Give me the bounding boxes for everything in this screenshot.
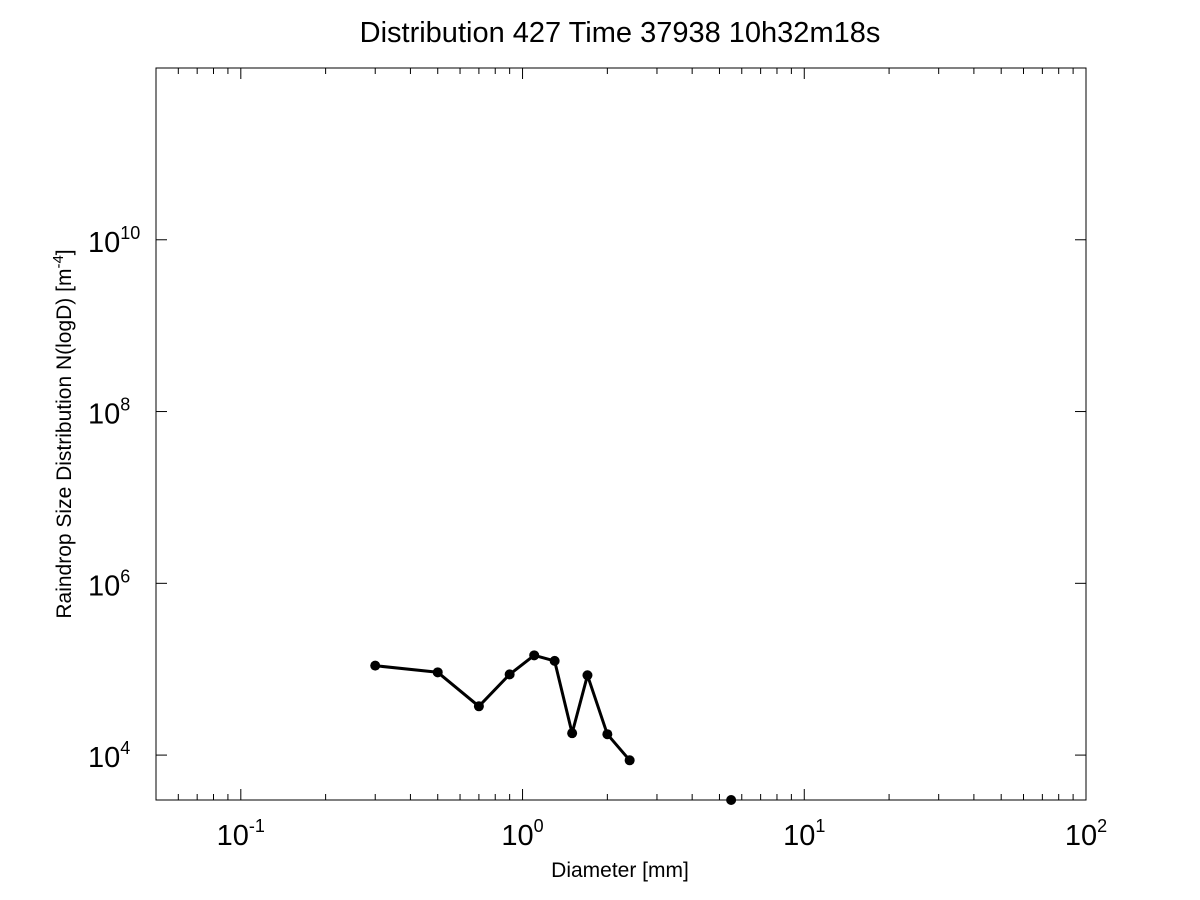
y-tick-label: 106	[88, 566, 130, 602]
data-point	[726, 795, 737, 805]
data-point	[504, 669, 515, 680]
chart-title: Distribution 427 Time 37938 10h32m18s	[360, 17, 881, 49]
data-point	[567, 728, 578, 739]
x-tick-label: 101	[783, 816, 825, 852]
data-point	[529, 650, 540, 661]
y-tick-label: 1010	[88, 223, 140, 259]
series-line-0	[375, 653, 631, 762]
axis-ticks	[155, 68, 1087, 800]
y-axis-label-text: Raindrop Size Distribution N(logD) [m	[53, 269, 76, 619]
x-tick-label: 10-1	[217, 816, 265, 852]
data-point	[624, 755, 635, 766]
data-point	[582, 670, 593, 681]
x-tick-label: 100	[501, 816, 543, 852]
data-point	[549, 655, 560, 666]
y-axis-label-suffix: ]	[53, 249, 76, 255]
y-tick-label: 108	[88, 395, 130, 431]
x-tick-label: 102	[1065, 816, 1107, 852]
y-tick-labels: 104 106 108 1010	[88, 223, 140, 774]
data-point	[473, 701, 484, 712]
series	[370, 650, 737, 805]
x-tick-labels: 10-1 100 101 102	[217, 816, 1107, 852]
y-axis-label: Raindrop Size Distribution N(logD) [m-4]	[50, 249, 77, 618]
data-point	[432, 667, 443, 678]
y-tick-label: 104	[88, 738, 130, 774]
y-axis-label-sup: -4	[50, 255, 67, 268]
data-point	[602, 729, 613, 740]
data-point	[370, 660, 381, 671]
plot-area	[155, 67, 1087, 801]
x-axis-label: Diameter [mm]	[551, 859, 689, 882]
